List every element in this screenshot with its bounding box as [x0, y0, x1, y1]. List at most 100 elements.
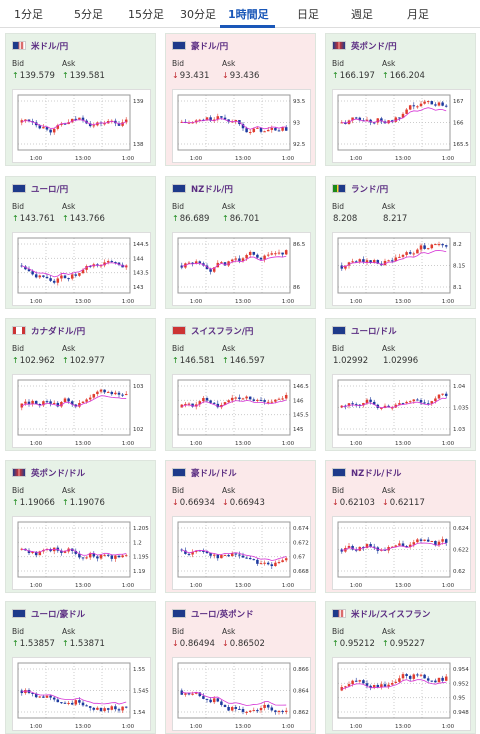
arrow-up-icon: ↑	[62, 214, 69, 223]
tab-15min[interactable]: 15分足	[128, 8, 164, 21]
candle-body	[259, 127, 263, 132]
rate-card[interactable]: NZドル/ドル Bid Ask ↓0.62103 ↓0.62117 0.624 0…	[325, 460, 476, 593]
tab-1hour[interactable]: 1時間足	[228, 8, 269, 21]
y-tick-label: 0.674	[293, 526, 309, 532]
pair-name[interactable]: 英ポンド/円	[351, 41, 397, 52]
pair-name[interactable]: 英ポンド/ドル	[31, 468, 86, 479]
price-chart[interactable]: 0.624 0.622 0.62 1:00 13:00 1:00	[332, 516, 471, 590]
ask-label: Ask	[222, 486, 236, 495]
plot-frame	[177, 379, 291, 436]
rate-card[interactable]: NZドル/円 Bid Ask ↑86.689 ↑86.701 86.5 86 1:0…	[165, 176, 316, 309]
moving-average-line	[341, 107, 447, 124]
moving-average-line	[181, 691, 287, 706]
card-header: 豪ドル/円	[172, 39, 228, 52]
candle-body	[248, 251, 252, 256]
candle-body	[56, 278, 60, 283]
candle-body	[103, 708, 106, 711]
pair-name[interactable]: ユーロ/円	[31, 184, 69, 195]
plot-frame	[17, 94, 131, 151]
x-tick-label: 1:00	[350, 299, 363, 305]
candle-body	[106, 708, 110, 710]
x-tick-label: 1:00	[30, 156, 43, 162]
pair-name[interactable]: NZドル/円	[191, 184, 233, 195]
rate-card[interactable]: 英ポンド/円 Bid Ask ↑166.197 ↑166.204 167 166 1…	[325, 33, 476, 166]
rate-card[interactable]: 豪ドル/ドル Bid Ask ↓0.66934 ↓0.66943 0.674 0.…	[165, 460, 316, 593]
rate-card[interactable]: スイスフラン/円 Bid Ask ↑146.581 ↑146.597 146.5…	[165, 318, 316, 451]
candle-body	[426, 678, 430, 681]
pair-name[interactable]: 豪ドル/ドル	[191, 468, 237, 479]
flag-au-icon	[172, 41, 186, 50]
price-chart[interactable]: 1.55 1.545 1.54 1:00 13:00 1:00	[12, 657, 151, 731]
tab-30min[interactable]: 30分足	[180, 8, 216, 21]
pair-name[interactable]: ユーロ/ドル	[351, 326, 397, 337]
candle-body	[354, 404, 358, 406]
tab-monthly[interactable]: 月足	[407, 8, 429, 21]
pair-name[interactable]: NZドル/ドル	[351, 468, 402, 479]
candle-body	[252, 559, 256, 561]
rate-card[interactable]: ユーロ/ドル Bid Ask 1.02992 1.02996 1.04 1.035…	[325, 318, 476, 451]
rate-card[interactable]: ユーロ/豪ドル Bid Ask ↑1.53857 ↑1.53871 1.55 1.…	[5, 601, 156, 734]
price-chart[interactable]: 144.5 144 143.5 143 1:00 13:00 1:00	[12, 232, 151, 306]
price-chart[interactable]: 146.5 146 145.5 145 1:00 13:00 1:00	[172, 374, 311, 448]
price-chart[interactable]: 0.674 0.672 0.67 0.668 1:00 13:00 1:00	[172, 516, 311, 590]
candle-body	[426, 101, 430, 103]
rate-card[interactable]: カナダドル/円 Bid Ask ↑102.962 ↑102.977 103 102…	[5, 318, 156, 451]
tab-5min[interactable]: 5分足	[74, 8, 103, 21]
tab-daily[interactable]: 日足	[297, 8, 319, 21]
pair-name[interactable]: ユーロ/英ポンド	[191, 609, 254, 620]
ask-label: Ask	[222, 59, 236, 68]
candle-body	[376, 118, 380, 123]
candle-body	[187, 403, 191, 405]
candle-body	[60, 275, 63, 279]
x-tick-label: 1:00	[190, 299, 203, 305]
pair-name[interactable]: ユーロ/豪ドル	[31, 609, 86, 620]
price-chart[interactable]: 139 138 1:00 13:00 1:00	[12, 89, 151, 163]
y-tick-label: 139	[133, 99, 144, 105]
candle-body	[63, 702, 67, 704]
price-chart[interactable]: 0.954 0.952 0.95 0.948 1:00 13:00 1:00	[332, 657, 471, 731]
bid-value: ↓0.86494	[172, 639, 215, 649]
pair-name[interactable]: 豪ドル/円	[191, 41, 229, 52]
moving-average-line	[21, 395, 127, 407]
candle-body	[99, 554, 103, 559]
candle-body	[198, 550, 202, 552]
pair-name[interactable]: カナダドル/円	[31, 326, 86, 337]
price-chart[interactable]: 8.2 8.15 8.1 1:00 13:00 1:00	[332, 232, 471, 306]
rate-card[interactable]: 豪ドル/円 Bid Ask ↓93.431 ↓93.436 93.5 93 92.5…	[165, 33, 316, 166]
tab-1min[interactable]: 1分足	[14, 8, 43, 21]
price-chart[interactable]: 93.5 93 92.5 1:00 13:00 1:00	[172, 89, 311, 163]
flag-au-icon	[172, 468, 186, 477]
candle-body	[230, 259, 234, 262]
bid-value: ↑86.689	[172, 214, 210, 224]
pair-name[interactable]: 米ドル/スイスフラン	[351, 609, 431, 620]
y-tick-label: 0.948	[453, 710, 469, 716]
rate-card[interactable]: ユーロ/英ポンド Bid Ask ↓0.86494 ↓0.86502 0.866…	[165, 601, 316, 734]
rate-card[interactable]: 米ドル/円 Bid Ask ↑139.579 ↑139.581 139 138 1:…	[5, 33, 156, 166]
candle-body	[52, 128, 56, 133]
pair-name[interactable]: 米ドル/円	[31, 41, 69, 52]
rate-card[interactable]: 米ドル/スイスフラン Bid Ask ↑0.95212 ↑0.95227 0.9…	[325, 601, 476, 734]
candle-body	[419, 539, 423, 541]
price-chart[interactable]: 1.04 1.035 1.03 1:00 13:00 1:00	[332, 374, 471, 448]
pair-name[interactable]: ランド/円	[351, 184, 389, 195]
y-tick-label: 1.545	[133, 689, 149, 695]
rate-card[interactable]: ユーロ/円 Bid Ask ↑143.761 ↑143.766 144.5 144…	[5, 176, 156, 309]
price-chart[interactable]: 0.866 0.864 0.862 1:00 13:00 1:00	[172, 657, 311, 731]
candle-body	[416, 399, 419, 401]
tab-weekly[interactable]: 週足	[351, 8, 373, 21]
candle-body	[24, 266, 27, 270]
x-tick-label: 1:00	[190, 724, 203, 730]
rate-card[interactable]: 英ポンド/ドル Bid Ask ↑1.19066 ↑1.19076 1.205 1…	[5, 460, 156, 593]
pair-name[interactable]: スイスフラン/円	[191, 326, 254, 337]
rate-card[interactable]: ランド/円 Bid Ask 8.208 8.217 8.2 8.15 8.1 1:00…	[325, 176, 476, 309]
y-tick-label: 143.5	[133, 271, 149, 277]
candle-body	[106, 391, 110, 393]
price-chart[interactable]: 1.205 1.2 1.195 1.19 1:00 13:00 1:00	[12, 516, 151, 590]
flag-ch-icon	[172, 326, 186, 335]
price-chart[interactable]: 167 166 165.5 1:00 13:00 1:00	[332, 89, 471, 163]
price-chart[interactable]: 86.5 86 1:00 13:00 1:00	[172, 232, 311, 306]
candle-body	[70, 274, 74, 279]
candle-body	[416, 674, 419, 676]
candle-body	[92, 125, 96, 127]
price-chart[interactable]: 103 102 1:00 13:00 1:00	[12, 374, 151, 448]
